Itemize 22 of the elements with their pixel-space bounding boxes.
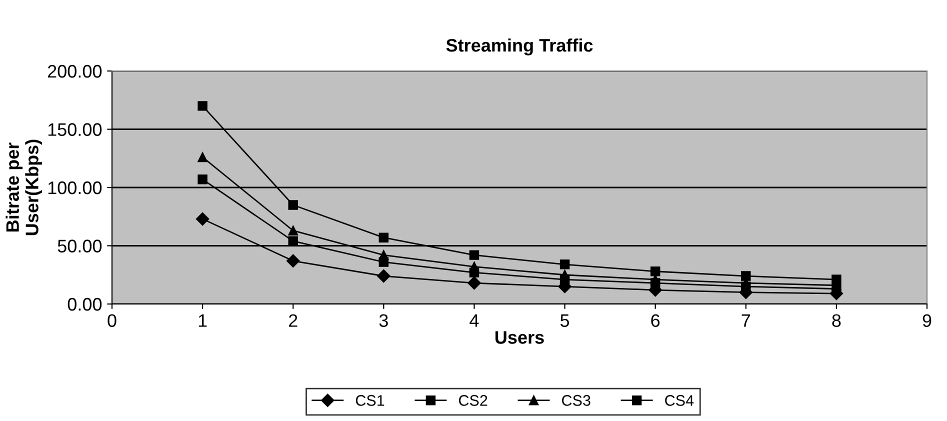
y-tick-label: 50.00 xyxy=(58,240,102,252)
x-tick-label: 0 xyxy=(108,314,116,327)
x-tick-label: 6 xyxy=(651,314,660,327)
chart-title: Streaming Traffic xyxy=(446,38,593,56)
y-tick-label: 0.00 xyxy=(68,298,102,311)
x-tick-label: 9 xyxy=(922,314,932,327)
legend-label: CS2 xyxy=(458,395,488,406)
x-tick-label: 2 xyxy=(289,314,298,327)
x-tick-label: 8 xyxy=(832,314,841,327)
x-axis-title: Users xyxy=(495,331,544,344)
y-axis-title: Bitrate per User(Kbps) xyxy=(6,140,42,236)
x-tick-label: 3 xyxy=(379,314,388,327)
y-tick-label: 150.00 xyxy=(48,123,102,136)
x-tick-label: 1 xyxy=(198,314,207,327)
x-tick-label: 7 xyxy=(742,314,750,327)
y-tick-label: 100.00 xyxy=(48,181,102,194)
x-tick-label: 5 xyxy=(560,314,570,327)
legend-label: CS4 xyxy=(665,395,694,406)
legend-label: CS3 xyxy=(562,395,590,406)
legend-label: CS1 xyxy=(356,395,384,406)
y-tick-label: 200.00 xyxy=(48,64,102,78)
x-tick-label: 4 xyxy=(470,314,479,327)
